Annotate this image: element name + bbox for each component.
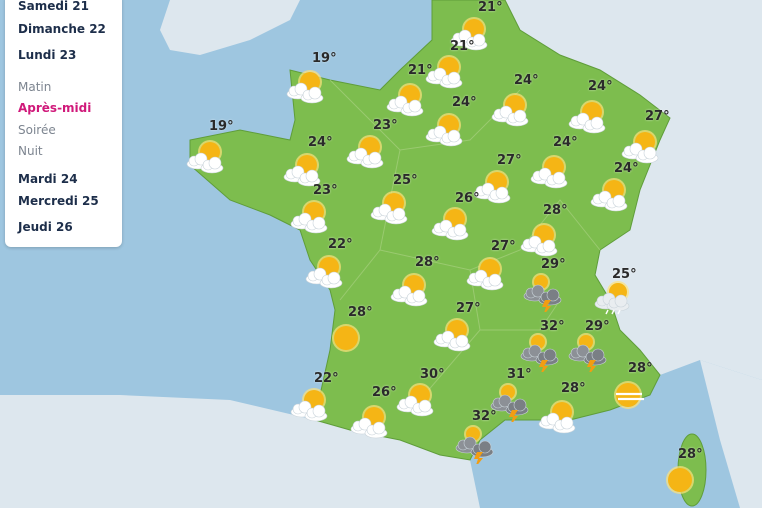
sun-cloud-icon bbox=[283, 153, 321, 187]
day-menu: Samedi 21 Dimanche 22 Lundi 23 Matin Apr… bbox=[5, 0, 122, 247]
thunderstorm-icon bbox=[568, 333, 607, 372]
temperature-label: 27° bbox=[497, 153, 522, 168]
france bbox=[189, 0, 671, 461]
sun-cloud-icon bbox=[530, 155, 568, 189]
temperature-label: 26° bbox=[372, 385, 397, 400]
temperature-label: 21° bbox=[478, 0, 503, 15]
sun-icon bbox=[332, 324, 360, 352]
temperature-label: 30° bbox=[420, 367, 445, 382]
sun-cloud-icon bbox=[431, 207, 469, 241]
sun-cloud-icon bbox=[425, 113, 463, 147]
sun-cloud-icon bbox=[450, 17, 488, 51]
temperature-label: 27° bbox=[456, 301, 481, 316]
temperature-label: 21° bbox=[450, 39, 475, 54]
temperature-label: 26° bbox=[455, 191, 480, 206]
sun-icon bbox=[666, 466, 694, 494]
day-mercredi-25[interactable]: Mercredi 25 bbox=[18, 194, 99, 208]
temperature-label: 22° bbox=[328, 237, 353, 252]
day-jeudi-26[interactable]: Jeudi 26 bbox=[18, 220, 73, 234]
italy-south bbox=[700, 360, 762, 508]
period-matin[interactable]: Matin bbox=[18, 80, 52, 94]
temperature-label: 27° bbox=[491, 239, 516, 254]
sun-cloud-icon bbox=[538, 400, 576, 434]
temperature-label: 24° bbox=[588, 79, 613, 94]
period-nuit[interactable]: Nuit bbox=[18, 144, 43, 158]
temperature-label: 22° bbox=[314, 371, 339, 386]
sun-cloud-icon bbox=[286, 70, 324, 104]
sun-cloud-icon bbox=[290, 200, 328, 234]
temperature-label: 24° bbox=[308, 135, 333, 150]
temperature-label: 24° bbox=[514, 73, 539, 88]
sun-cloud-icon bbox=[186, 140, 224, 174]
sun-cloud-icon bbox=[466, 257, 504, 291]
sun-cloud-icon bbox=[491, 93, 529, 127]
thunderstorm-icon bbox=[520, 333, 559, 372]
neighbouring-countries-east bbox=[505, 0, 762, 380]
sun-cloud-icon bbox=[621, 130, 659, 164]
temperature-label: 32° bbox=[540, 319, 565, 334]
sun-cloud-icon bbox=[350, 405, 388, 439]
temperature-label: 27° bbox=[645, 109, 670, 124]
temperature-label: 28° bbox=[678, 447, 703, 462]
day-lundi-23[interactable]: Lundi 23 bbox=[18, 48, 77, 62]
temperature-label: 28° bbox=[628, 361, 653, 376]
period-apres-midi[interactable]: Après-midi bbox=[18, 101, 92, 115]
temperature-label: 25° bbox=[612, 267, 637, 282]
temperature-label: 32° bbox=[472, 409, 497, 424]
temperature-label: 21° bbox=[408, 63, 433, 78]
sun-cloud-icon bbox=[386, 83, 424, 117]
temperature-label: 28° bbox=[543, 203, 568, 218]
day-dimanche-22[interactable]: Dimanche 22 bbox=[18, 22, 106, 36]
temperature-label: 19° bbox=[209, 119, 234, 134]
temperature-label: 24° bbox=[614, 161, 639, 176]
sun-cloud-icon bbox=[390, 273, 428, 307]
sun-cloud-icon bbox=[520, 223, 558, 257]
temperature-label: 28° bbox=[561, 381, 586, 396]
sun-cloud-icon bbox=[370, 191, 408, 225]
sun-cloud-icon bbox=[433, 318, 471, 352]
temperature-label: 28° bbox=[415, 255, 440, 270]
temperature-label: 31° bbox=[507, 367, 532, 382]
great-britain bbox=[160, 0, 300, 55]
thunderstorm-icon bbox=[455, 425, 494, 464]
sun-cloud-icon bbox=[568, 100, 606, 134]
temperature-label: 19° bbox=[312, 51, 337, 66]
sun-cloud-icon bbox=[346, 135, 384, 169]
spain bbox=[0, 395, 480, 508]
sun-cloud-icon bbox=[425, 55, 463, 89]
thunderstorm-icon bbox=[523, 273, 562, 312]
temperature-label: 25° bbox=[393, 173, 418, 188]
thunderstorm-icon bbox=[490, 383, 529, 422]
sun-cloud-icon bbox=[305, 255, 343, 289]
sun-cloud-icon bbox=[590, 178, 628, 212]
temperature-label: 29° bbox=[585, 319, 610, 334]
day-mardi-24[interactable]: Mardi 24 bbox=[18, 172, 78, 186]
temperature-label: 23° bbox=[373, 118, 398, 133]
sun-cloud-icon bbox=[396, 383, 434, 417]
sun-cloud-icon bbox=[290, 388, 328, 422]
day-samedi-21[interactable]: Samedi 21 bbox=[18, 0, 89, 13]
temperature-label: 24° bbox=[452, 95, 477, 110]
period-soiree[interactable]: Soirée bbox=[18, 123, 56, 137]
temperature-label: 29° bbox=[541, 257, 566, 272]
temperature-label: 28° bbox=[348, 305, 373, 320]
sun-cloud-icon bbox=[473, 170, 511, 204]
temperature-label: 23° bbox=[313, 183, 338, 198]
sun-rain-icon bbox=[594, 281, 630, 315]
temperature-label: 24° bbox=[553, 135, 578, 150]
sun-fog-icon bbox=[614, 381, 644, 409]
